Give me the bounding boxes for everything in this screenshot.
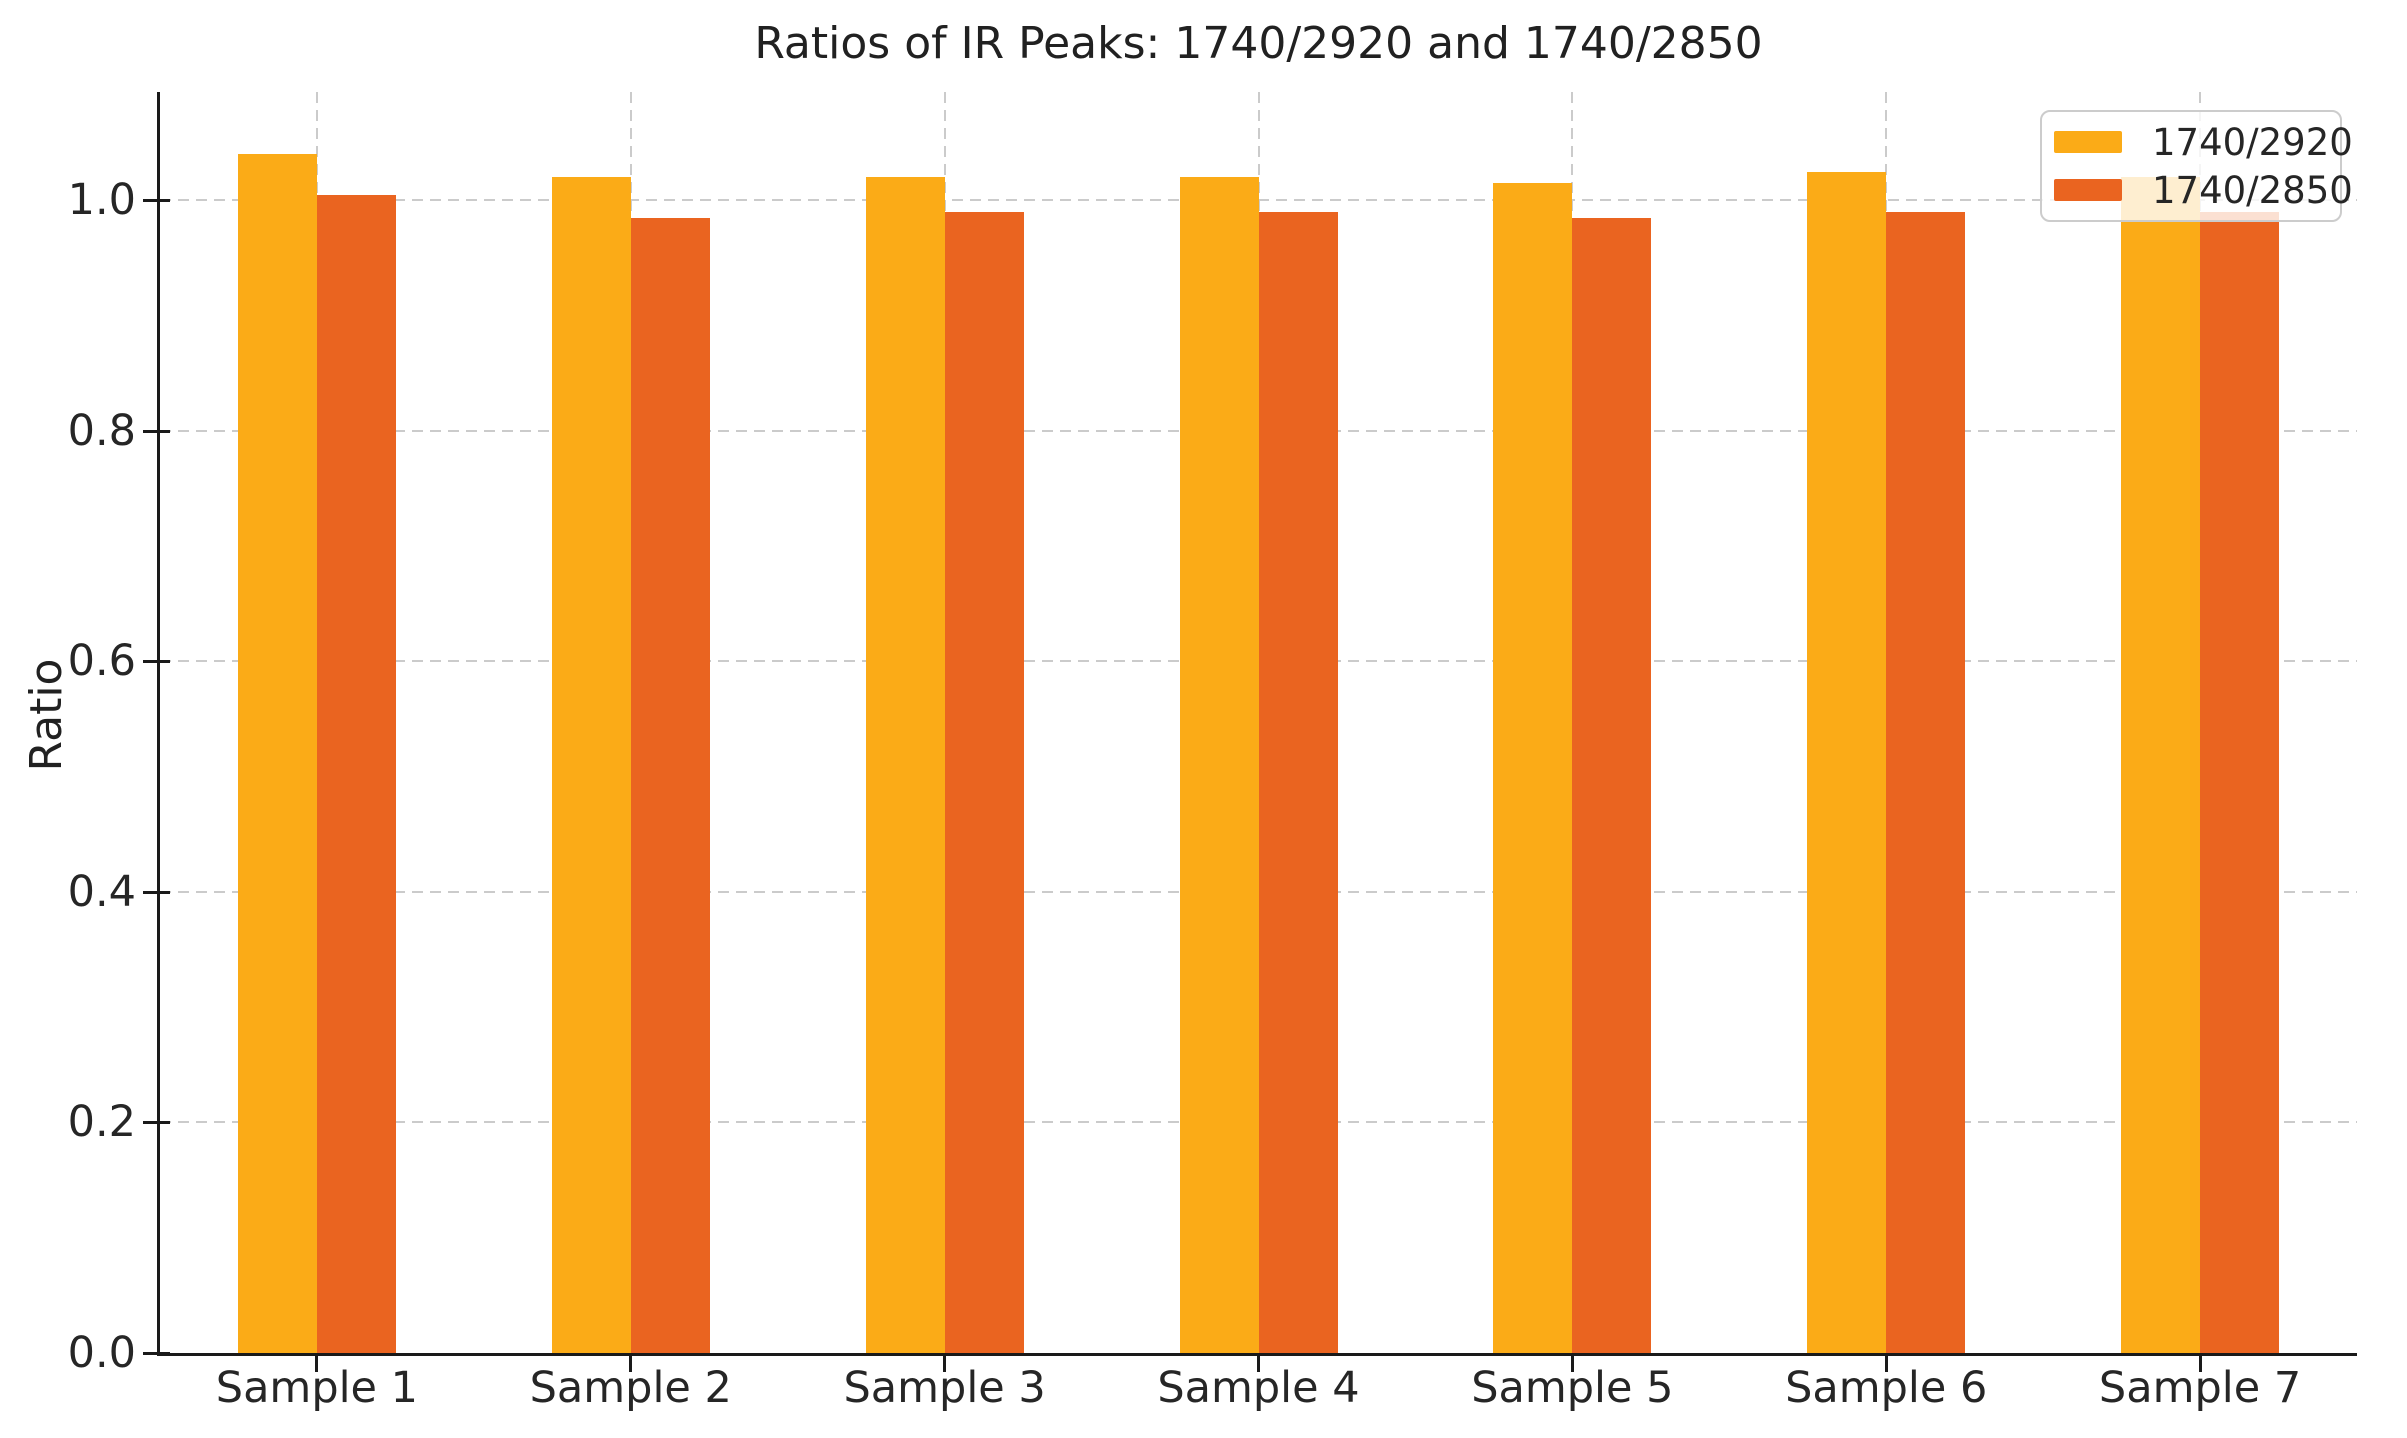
y-tick bbox=[143, 660, 170, 664]
bar-1740-2920-sample-1 bbox=[237, 154, 317, 1353]
bar-1740-2850-sample-7 bbox=[2200, 211, 2280, 1353]
bar-1740-2920-sample-4 bbox=[1179, 177, 1259, 1353]
x-tick bbox=[1570, 1356, 1574, 1372]
legend-swatch bbox=[2054, 131, 2122, 153]
bar-1740-2920-sample-6 bbox=[1807, 171, 1887, 1353]
x-tick-label: Sample 4 bbox=[1157, 1363, 1360, 1413]
y-tick bbox=[143, 890, 170, 894]
bar-1740-2850-sample-2 bbox=[630, 217, 710, 1353]
y-tick bbox=[143, 1352, 170, 1355]
y-tick bbox=[143, 429, 170, 433]
legend-label: 1740/2920 bbox=[2152, 120, 2353, 164]
x-tick bbox=[943, 1356, 947, 1372]
x-tick-label: Sample 7 bbox=[2098, 1363, 2302, 1413]
x-tick bbox=[629, 1356, 633, 1372]
bar-1740-2850-sample-5 bbox=[1572, 217, 1652, 1353]
x-tick bbox=[2198, 1356, 2202, 1372]
y-tick-label: 0.4 bbox=[67, 866, 136, 917]
x-tick-label: Sample 3 bbox=[843, 1363, 1046, 1413]
x-tick-label: Sample 2 bbox=[529, 1363, 732, 1413]
y-axis-spine bbox=[157, 92, 160, 1356]
y-tick-label: 0.2 bbox=[67, 1097, 136, 1148]
y-tick-label: 0.0 bbox=[67, 1328, 136, 1378]
legend-item: 1740/2920 bbox=[2042, 120, 2353, 164]
legend: 1740/2920 1740/2850 bbox=[2040, 110, 2353, 222]
x-tick bbox=[1257, 1356, 1260, 1372]
x-tick-label: Sample 6 bbox=[1785, 1363, 1988, 1413]
x-tick-label: Sample 1 bbox=[215, 1363, 419, 1413]
y-tick-label: 0.6 bbox=[67, 636, 136, 687]
x-tick-label: Sample 5 bbox=[1471, 1363, 1674, 1413]
chart-title: Ratios of IR Peaks: 1740/2920 and 1740/2… bbox=[754, 18, 1763, 69]
y-tick bbox=[143, 199, 170, 203]
bar-1740-2850-sample-6 bbox=[1886, 211, 1966, 1353]
y-tick-label: 0.8 bbox=[67, 405, 136, 456]
bar-1740-2850-sample-3 bbox=[944, 211, 1024, 1353]
legend-item: 1740/2850 bbox=[2042, 168, 2353, 212]
bar-1740-2920-sample-7 bbox=[2121, 177, 2201, 1353]
bar-1740-2920-sample-3 bbox=[865, 177, 945, 1353]
y-tick bbox=[143, 1121, 170, 1125]
legend-swatch bbox=[2054, 179, 2122, 201]
x-tick bbox=[315, 1356, 319, 1372]
bar-1740-2920-sample-2 bbox=[551, 177, 631, 1353]
bar-1740-2850-sample-1 bbox=[316, 194, 396, 1353]
x-axis-spine bbox=[157, 1353, 2357, 1356]
x-tick bbox=[1884, 1356, 1888, 1372]
bar-1740-2850-sample-4 bbox=[1258, 211, 1338, 1353]
bar-1740-2920-sample-5 bbox=[1493, 183, 1573, 1353]
legend-label: 1740/2850 bbox=[2152, 168, 2353, 212]
y-tick-label: 1.0 bbox=[67, 175, 136, 226]
